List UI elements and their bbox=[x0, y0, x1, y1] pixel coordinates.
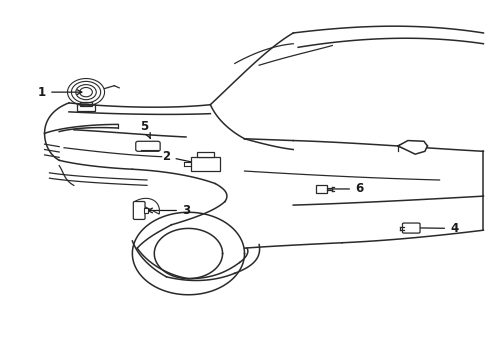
FancyBboxPatch shape bbox=[402, 223, 419, 233]
Text: 3: 3 bbox=[147, 204, 190, 217]
Bar bbox=[316, 185, 326, 193]
Bar bbox=[196, 152, 214, 157]
FancyBboxPatch shape bbox=[133, 202, 145, 220]
Bar bbox=[77, 104, 95, 111]
Bar bbox=[80, 102, 92, 107]
Bar bbox=[143, 208, 148, 213]
Polygon shape bbox=[397, 140, 427, 154]
Bar bbox=[190, 157, 220, 171]
Text: 1: 1 bbox=[38, 86, 81, 99]
Text: 6: 6 bbox=[321, 183, 363, 195]
Text: 2: 2 bbox=[162, 150, 196, 165]
Text: 4: 4 bbox=[407, 222, 457, 235]
FancyBboxPatch shape bbox=[136, 141, 160, 151]
Text: 5: 5 bbox=[140, 120, 150, 138]
